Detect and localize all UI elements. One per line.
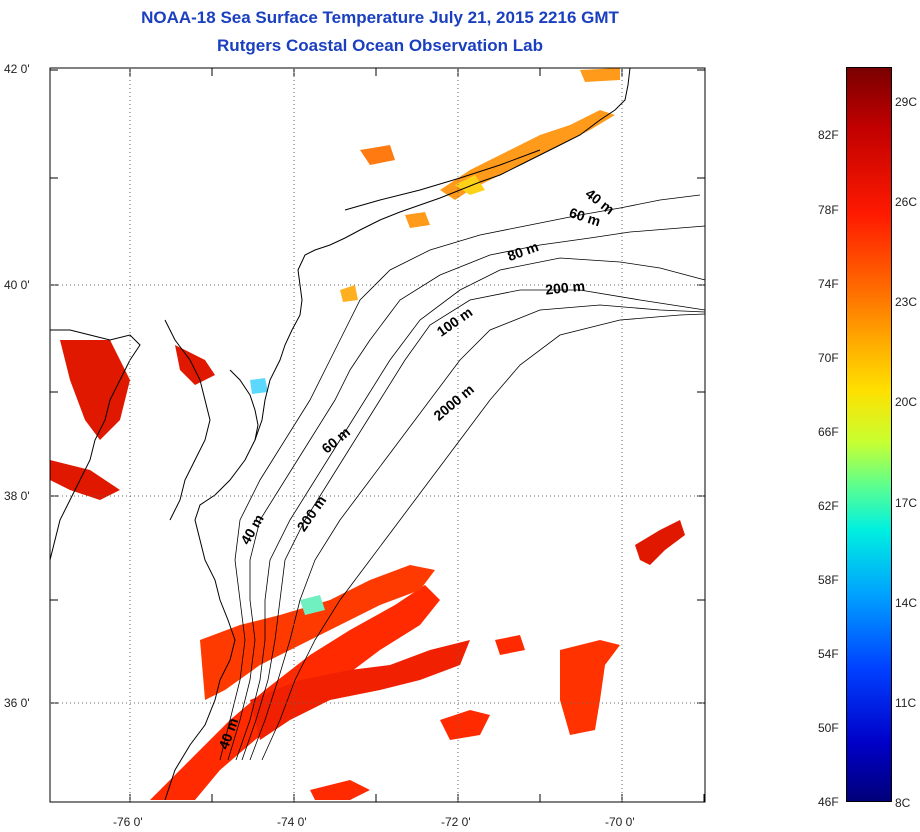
sst-patch-bay-3 bbox=[175, 345, 215, 385]
sst-patch-cold bbox=[300, 595, 325, 615]
isobath-label: 80 m bbox=[505, 238, 540, 264]
colorbar-f-label: 66F bbox=[818, 425, 839, 439]
isobath-label: 100 m bbox=[434, 304, 476, 340]
colorbar-f-label: 50F bbox=[818, 721, 839, 735]
lat-label: 38 0' bbox=[4, 489, 30, 503]
colorbar-c-label: 17C bbox=[895, 496, 918, 510]
colorbar-c-label: 26C bbox=[895, 195, 918, 209]
sst-patch-central-2 bbox=[250, 640, 470, 740]
map-title: NOAA-18 Sea Surface Temperature July 21,… bbox=[141, 8, 619, 27]
colorbar-c-label: 11C bbox=[895, 696, 917, 710]
lat-label: 36 0' bbox=[4, 696, 30, 710]
colorbar-f-label: 74F bbox=[818, 277, 839, 291]
lon-label: -74 0' bbox=[277, 815, 307, 829]
map-grid bbox=[50, 68, 705, 802]
colorbar-c-label: 29C bbox=[895, 95, 918, 109]
sst-patch-small-3 bbox=[495, 635, 525, 655]
isobaths bbox=[219, 194, 706, 761]
coast-longisland bbox=[344, 149, 541, 211]
map-subtitle: Rutgers Coastal Ocean Observation Lab bbox=[217, 36, 543, 55]
sst-patch-east bbox=[560, 640, 620, 735]
colorbar-c-label: 14C bbox=[895, 596, 918, 610]
coastline bbox=[49, 67, 631, 801]
sst-patch-east-2 bbox=[635, 520, 685, 565]
lon-label: -76 0' bbox=[113, 815, 143, 829]
lon-label: -70 0' bbox=[605, 815, 635, 829]
colorbar-f-label: 78F bbox=[818, 203, 839, 217]
colorbar-f-label: 82F bbox=[818, 128, 839, 142]
coast-western bbox=[49, 329, 141, 561]
isobath-40 bbox=[219, 194, 701, 761]
isobath-100 bbox=[241, 289, 706, 761]
sst-patch-nj bbox=[340, 285, 358, 302]
colorbar-f-label: 62F bbox=[818, 499, 839, 513]
isobath-80 bbox=[235, 257, 706, 761]
sst-patch-central bbox=[200, 565, 435, 700]
sst-patch-nybight bbox=[405, 212, 430, 228]
sst-patch-small-2 bbox=[310, 780, 370, 800]
isobath-2000 bbox=[261, 313, 706, 761]
lon-label: -72 0' bbox=[441, 815, 471, 829]
coast-chesapeake bbox=[164, 319, 211, 521]
isobath-label: 200 m bbox=[293, 492, 329, 534]
sst-patch-cold-2 bbox=[250, 378, 268, 394]
isobath-label: 2000 m bbox=[430, 381, 477, 424]
temperature-colorbar bbox=[846, 67, 892, 802]
isobath-200 bbox=[249, 304, 706, 761]
lat-label: 42 0' bbox=[4, 62, 30, 76]
sst-patch-small-1 bbox=[440, 710, 490, 740]
colorbar-f-label: 46F bbox=[818, 795, 839, 809]
sst-patch-bay bbox=[60, 340, 130, 440]
isobath-label: 200 m bbox=[545, 277, 586, 297]
sst-patch-northeast-2 bbox=[455, 175, 485, 195]
isobath-60 bbox=[227, 225, 706, 761]
colorbar-c-label: 20C bbox=[895, 395, 918, 409]
sst-patch-cape bbox=[580, 68, 620, 82]
lat-label: 40 0' bbox=[4, 278, 30, 292]
colorbar-f-label: 58F bbox=[818, 573, 839, 587]
sst-patches bbox=[50, 68, 685, 800]
map-frame bbox=[49, 67, 706, 803]
coast-delmarva bbox=[229, 369, 259, 441]
sst-patch-bay-2 bbox=[50, 460, 120, 500]
colorbar-f-label: 54F bbox=[818, 647, 839, 661]
colorbar-c-label: 8C bbox=[895, 796, 911, 810]
coast-mainland bbox=[164, 67, 631, 801]
colorbar-c-label: 23C bbox=[895, 295, 918, 309]
sst-patch-li bbox=[360, 145, 395, 165]
colorbar-f-label: 70F bbox=[818, 351, 839, 365]
